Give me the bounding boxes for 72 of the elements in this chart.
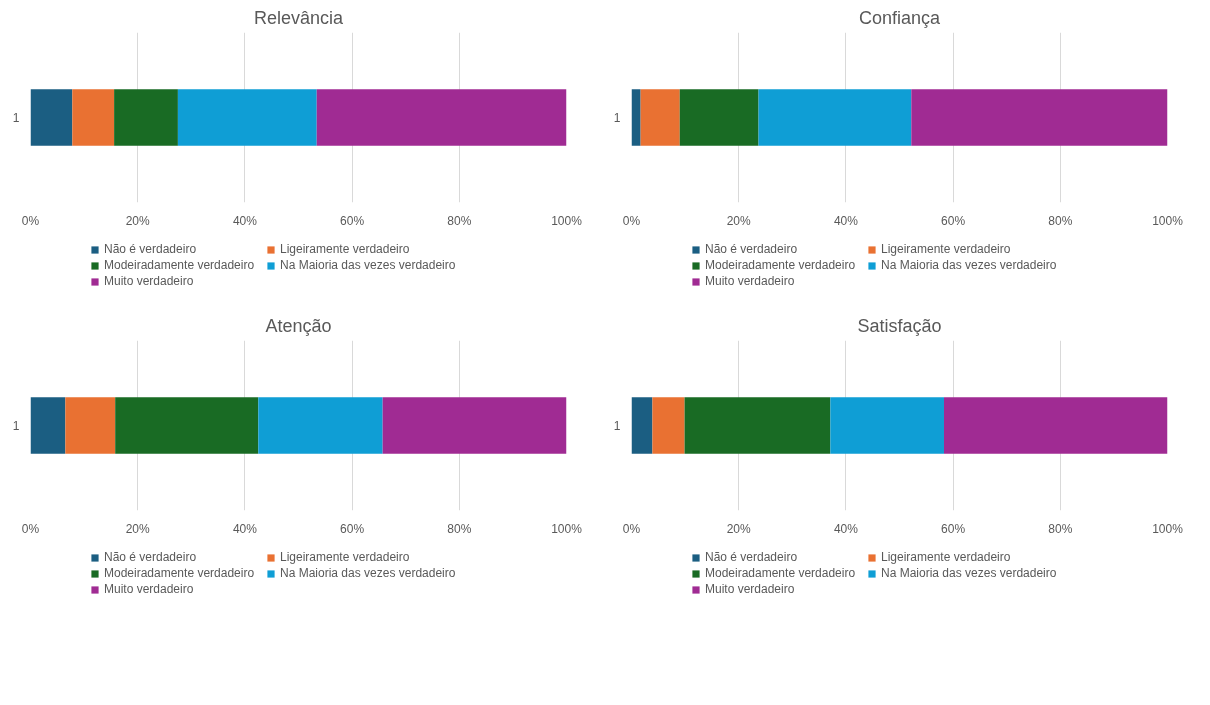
x-tick-label: 20% [125, 521, 151, 536]
x-tick-label: 20% [125, 213, 151, 228]
x-tick-label: 100% [1152, 521, 1184, 536]
legend-label: Modeiradamente verdadeiro [705, 258, 857, 272]
bar [65, 397, 116, 454]
legend-label: Na Maioria das vezes verdadeiro [881, 566, 1057, 580]
bar [30, 397, 66, 454]
legend-label: Não é verdadeiro [705, 242, 799, 256]
bar [316, 89, 567, 146]
legend-label: Ligeiramente verdadeiro [280, 550, 411, 564]
legend-label: Modeiradamente verdadeiro [705, 566, 857, 580]
bar [640, 89, 680, 146]
bar [258, 397, 383, 454]
legend-label: Muito verdadeiro [104, 274, 195, 288]
legend-label: Ligeiramente verdadeiro [881, 550, 1012, 564]
legend-label: Modeiradamente verdadeiro [104, 566, 256, 580]
x-tick-label: 60% [941, 521, 966, 536]
bar [177, 89, 317, 146]
y-tick-label: 1 [12, 111, 20, 125]
chart-title: Atenção [265, 315, 332, 336]
x-tick-label: 40% [232, 213, 258, 228]
legend-label: Muito verdadeiro [705, 274, 796, 288]
legend-label: Na Maioria das vezes verdadeiro [280, 566, 456, 580]
y-tick-label: 1 [613, 419, 621, 433]
legend-label: Na Maioria das vezes verdadeiro [280, 258, 456, 272]
x-tick-label: 60% [340, 521, 365, 536]
bar [758, 89, 912, 146]
x-tick-label: 40% [833, 521, 859, 536]
bar [382, 397, 567, 454]
x-tick-label: 0% [622, 213, 641, 228]
x-tick-label: 20% [726, 521, 752, 536]
bar [631, 89, 641, 146]
x-tick-label: 0% [21, 213, 40, 228]
x-tick-label: 0% [21, 521, 40, 536]
x-tick-label: 80% [447, 521, 472, 536]
y-tick-label: 1 [613, 111, 621, 125]
bar [679, 89, 759, 146]
legend-label: Modeiradamente verdadeiro [104, 258, 256, 272]
chart-title: Satisfação [857, 315, 942, 336]
legend-label: Não é verdadeiro [705, 550, 799, 564]
legend-label: Não é verdadeiro [104, 550, 198, 564]
bar [114, 89, 178, 146]
x-tick-label: 0% [622, 521, 641, 536]
bar [830, 397, 944, 454]
bar [30, 89, 73, 146]
y-tick-label: 1 [12, 419, 20, 433]
x-tick-label: 40% [833, 213, 859, 228]
x-tick-label: 40% [232, 521, 258, 536]
x-tick-label: 100% [1152, 213, 1184, 228]
x-tick-label: 60% [941, 213, 966, 228]
x-tick-label: 100% [551, 213, 583, 228]
bar [652, 397, 685, 454]
bar [115, 397, 259, 454]
bar [911, 89, 1168, 146]
legend-label: Ligeiramente verdadeiro [280, 242, 411, 256]
bar [943, 397, 1168, 454]
x-tick-label: 20% [726, 213, 752, 228]
legend-label: Na Maioria das vezes verdadeiro [881, 258, 1057, 272]
x-tick-label: 100% [551, 521, 583, 536]
bar [631, 397, 653, 454]
bar [684, 397, 831, 454]
x-tick-label: 80% [1048, 213, 1073, 228]
x-tick-label: 60% [340, 213, 365, 228]
bar [72, 89, 115, 146]
chart-title: Relevância [253, 7, 345, 28]
legend-label: Não é verdadeiro [104, 242, 198, 256]
x-tick-label: 80% [447, 213, 472, 228]
legend-label: Ligeiramente verdadeiro [881, 242, 1012, 256]
legend-label: Muito verdadeiro [104, 582, 195, 596]
x-tick-label: 80% [1048, 521, 1073, 536]
chart-title: Confiança [858, 7, 942, 28]
legend-label: Muito verdadeiro [705, 582, 796, 596]
